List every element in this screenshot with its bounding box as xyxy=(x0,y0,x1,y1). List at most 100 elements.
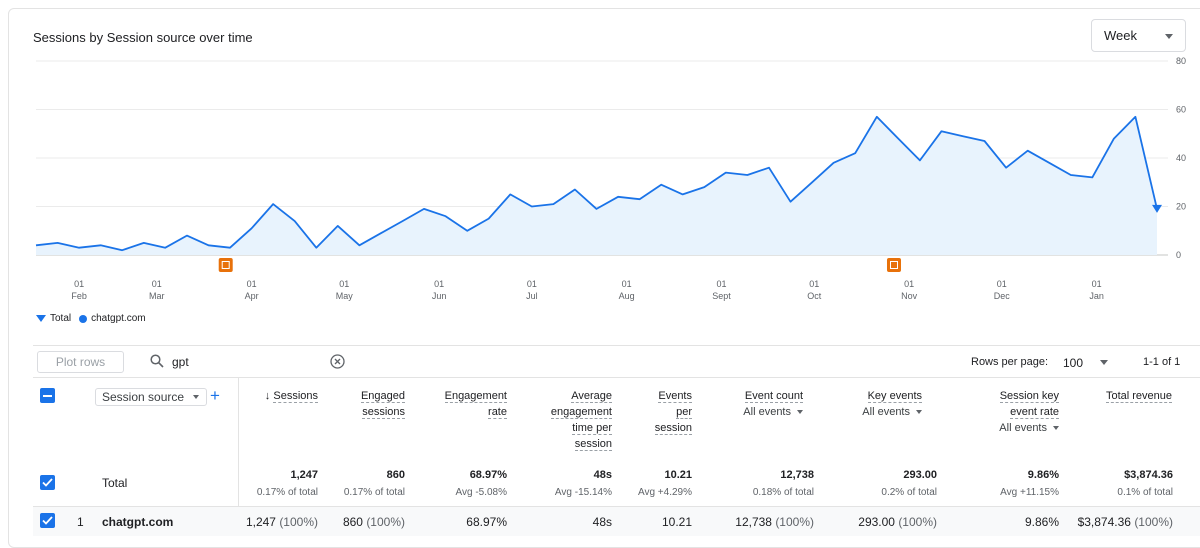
col-header-total-revenue[interactable]: Total revenue xyxy=(1080,388,1172,404)
x-tick-day: 01 xyxy=(717,279,727,289)
event-filter-select[interactable]: All events xyxy=(862,406,922,418)
column-divider xyxy=(238,378,239,506)
total-key-events: 293.00 xyxy=(903,469,937,481)
legend-item-total[interactable]: Total xyxy=(36,313,71,324)
x-tick-month: Jun xyxy=(432,291,447,301)
event-filter-select[interactable]: All events xyxy=(743,406,803,418)
x-tick-month: Apr xyxy=(245,291,259,301)
row-checkbox[interactable] xyxy=(40,513,55,528)
x-tick-day: 01 xyxy=(339,279,349,289)
header-label: per xyxy=(676,406,692,419)
rows-per-page-select[interactable]: 100 xyxy=(1063,356,1084,370)
section-divider xyxy=(33,345,1200,346)
check-icon xyxy=(42,478,53,487)
x-tick-month: May xyxy=(336,291,354,301)
add-dimension-button[interactable]: + xyxy=(210,386,220,405)
total-time-avg: Avg -15.14% xyxy=(554,487,612,498)
col-header-sessions[interactable]: ↓ Sessions xyxy=(250,388,318,404)
col-header-avg-engagement-time[interactable]: Average engagement time per session xyxy=(520,388,612,452)
cell-percent: (100%) xyxy=(898,515,937,529)
annotation-icon xyxy=(886,258,901,272)
cell-value: 12,738 xyxy=(735,515,772,529)
table-row[interactable] xyxy=(33,506,1200,536)
x-tick-month: Jan xyxy=(1089,291,1104,301)
plot-rows-button[interactable]: Plot rows xyxy=(37,351,124,373)
total-row-checkbox[interactable] xyxy=(40,475,55,490)
total-rate: 68.97% xyxy=(469,469,507,481)
total-event-count-share: 0.18% of total xyxy=(752,487,814,498)
row-rate: 68.97% xyxy=(466,515,507,529)
row-key-events: 293.00 (100%) xyxy=(830,515,937,529)
header-label: Sessions xyxy=(273,390,318,403)
row-time: 48s xyxy=(592,515,612,529)
row-event-count: 12,738 (100%) xyxy=(705,515,814,529)
chevron-down-icon[interactable] xyxy=(1100,360,1108,365)
header-label: Engagement xyxy=(444,390,507,403)
clear-search-icon[interactable] xyxy=(330,354,345,369)
chart-title: Sessions by Session source over time xyxy=(33,30,253,45)
cell-percent: (100%) xyxy=(279,515,318,529)
x-tick-month: Feb xyxy=(71,291,87,301)
col-header-events-per-session[interactable]: Events per session xyxy=(625,388,692,436)
period-select-value: Week xyxy=(1104,28,1137,43)
x-tick-month: Jul xyxy=(526,291,538,301)
cell-value: 1,247 xyxy=(245,515,276,529)
annotation-icon xyxy=(218,258,233,272)
header-label: rate xyxy=(488,406,507,419)
rows-per-page-label: Rows per page: xyxy=(971,356,1049,368)
check-icon xyxy=(42,516,53,525)
legend-label: Total xyxy=(50,313,72,324)
legend-label: chatgpt.com xyxy=(91,313,146,324)
y-tick-label: 20 xyxy=(1176,202,1186,212)
total-rate-avg: Avg -5.08% xyxy=(455,487,507,498)
col-header-session-key-event-rate[interactable]: Session key event rate All events xyxy=(960,388,1059,436)
cell-percent: (100%) xyxy=(775,515,814,529)
cell-value: $3,874.36 xyxy=(1077,515,1131,529)
chart-legend: Total chatgpt.com xyxy=(36,313,146,324)
total-events-per-avg: Avg +4.29% xyxy=(637,487,692,498)
total-revenue: $3,874.36 xyxy=(1124,469,1173,481)
header-label: Engaged xyxy=(360,390,405,403)
x-tick-day: 01 xyxy=(809,279,819,289)
legend-item-chatgpt[interactable]: chatgpt.com xyxy=(79,313,146,324)
pin-icon xyxy=(36,315,46,322)
x-tick-day: 01 xyxy=(1092,279,1102,289)
x-tick-month: Aug xyxy=(619,291,635,301)
search-input[interactable] xyxy=(172,353,322,371)
total-sessions: 1,247 xyxy=(290,469,318,481)
col-header-event-count[interactable]: Event count All events xyxy=(705,388,803,420)
row-session-key-rate: 9.86% xyxy=(1024,515,1059,529)
total-sessions-share: 0.17% of total xyxy=(256,487,318,498)
dimension-select[interactable]: Session source xyxy=(95,388,207,406)
header-label: session xyxy=(654,422,692,435)
sessions-line-chart: 0 20 40 60 80 01 Feb 01 Mar 01 Apr 01 May 01 Jun 01 Jul 0… xyxy=(35,56,1186,301)
row-session-source[interactable]: chatgpt.com xyxy=(102,515,174,529)
col-header-key-events[interactable]: Key events All events xyxy=(830,388,922,420)
header-label: Average xyxy=(571,390,612,403)
pagination-label: 1-1 of 1 xyxy=(1143,356,1181,368)
cell-value: 293.00 xyxy=(858,515,895,529)
chevron-down-icon xyxy=(1165,34,1173,39)
row-events-per: 10.21 xyxy=(661,515,692,529)
event-filter-select[interactable]: All events xyxy=(999,422,1059,434)
header-label: sessions xyxy=(362,406,405,419)
header-label: event rate xyxy=(1010,406,1059,419)
header-label: time per xyxy=(572,422,612,435)
chevron-down-icon xyxy=(1053,426,1059,431)
select-all-checkbox[interactable] xyxy=(40,388,55,403)
x-tick-day: 01 xyxy=(74,279,84,289)
x-tick-month: Nov xyxy=(901,291,918,301)
event-filter-label: All events xyxy=(743,406,791,418)
header-label: Key events xyxy=(867,390,922,403)
event-filter-label: All events xyxy=(862,406,910,418)
total-session-key-rate: 9.86% xyxy=(1027,469,1059,481)
x-tick-day: 01 xyxy=(152,279,162,289)
chevron-down-icon xyxy=(916,410,922,415)
col-header-engagement-rate[interactable]: Engagement rate xyxy=(420,388,507,420)
chevron-down-icon xyxy=(193,395,199,399)
col-header-engaged-sessions[interactable]: Engaged sessions xyxy=(330,388,405,420)
sort-arrow-down-icon: ↓ xyxy=(264,390,274,402)
period-select[interactable]: Week xyxy=(1091,19,1186,52)
total-revenue-share: 0.1% of total xyxy=(1117,487,1173,498)
table-top-divider xyxy=(33,377,1200,378)
